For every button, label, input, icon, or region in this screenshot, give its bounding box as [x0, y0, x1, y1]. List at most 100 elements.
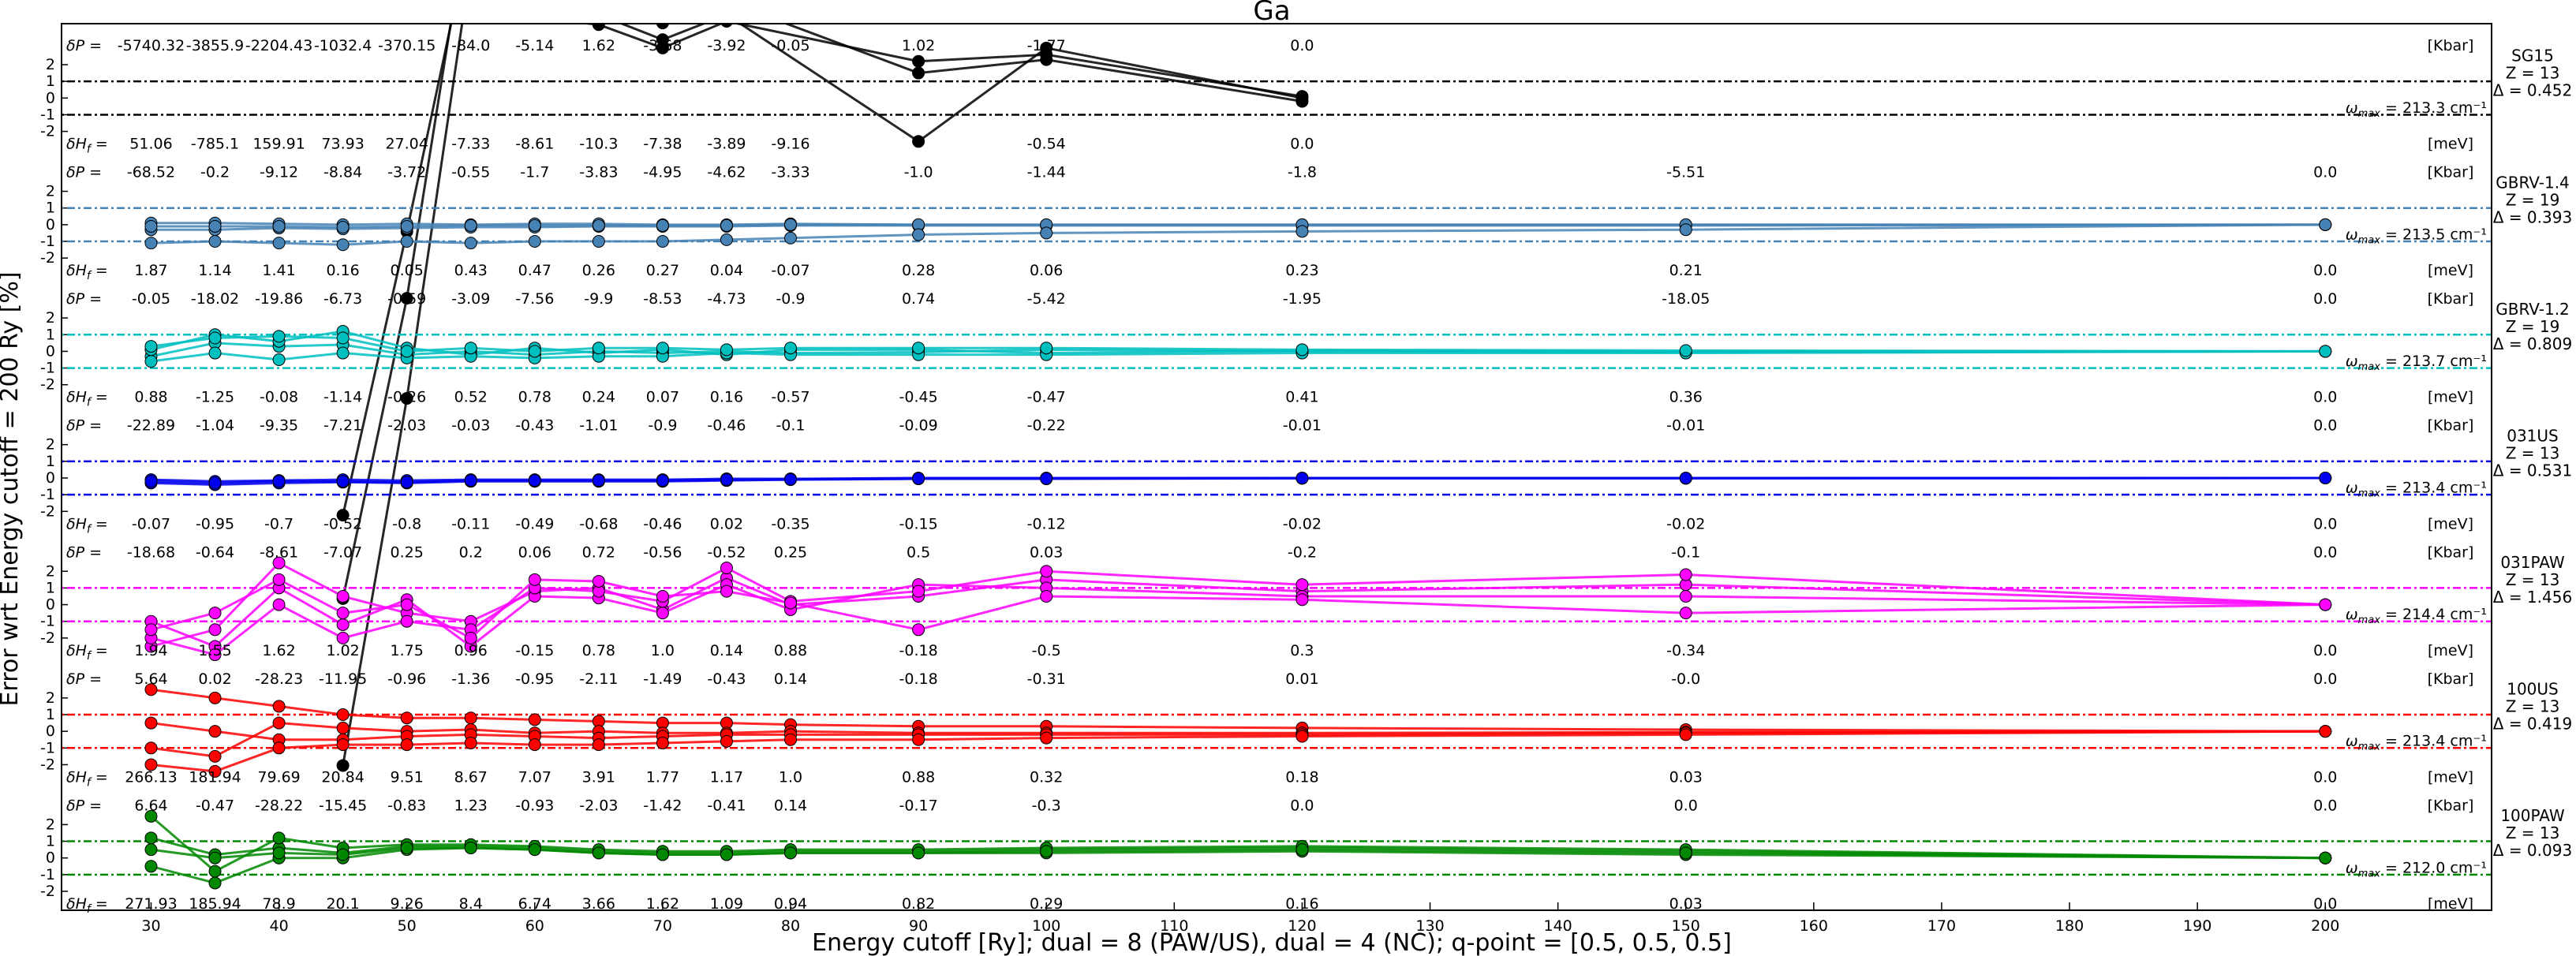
dh-value: 1.77 — [646, 768, 679, 786]
data-point — [464, 711, 477, 725]
dp-value: -0.05 — [771, 37, 809, 54]
data-point — [1295, 472, 1309, 485]
dp-value: 0.01 — [1285, 670, 1318, 688]
data-point — [144, 716, 158, 730]
dh-value: -0.57 — [771, 389, 809, 406]
dh-value: 185.94 — [189, 895, 241, 913]
data-point — [2319, 218, 2332, 231]
panel-031us: 210-1-2 δP = -22.89 -1.04 -9.35 -7.21 -2.03 -0.… — [40, 417, 2572, 536]
data-point — [528, 345, 541, 358]
x-tick-label: 40 — [269, 917, 288, 935]
x-tick-label: 120 — [1288, 917, 1316, 935]
data-point — [784, 218, 797, 231]
data-point — [208, 725, 222, 738]
dh-value: 0.0 — [2313, 389, 2337, 406]
series-line — [151, 334, 2326, 353]
dp-value: -0.31 — [1027, 670, 1066, 688]
dh-value: -9.16 — [771, 136, 809, 153]
dp-symbol: δP = — [66, 290, 102, 308]
panel-sg15: 210-1-2δP = -5740.32 -3855.9 -2204.43 -1032.… — [40, 24, 2572, 772]
data-point — [336, 221, 350, 234]
data-point — [272, 219, 286, 233]
data-point — [272, 716, 286, 730]
data-point — [400, 711, 413, 725]
data-point — [336, 475, 350, 488]
dh-value: -0.12 — [1027, 515, 1066, 532]
data-point — [144, 843, 158, 857]
dp-value: -0.47 — [196, 797, 234, 814]
dh-value: 0.0 — [2313, 515, 2337, 532]
band-tick-label: -2 — [40, 249, 55, 267]
data-point — [1295, 90, 1309, 103]
band-tick-label: 2 — [46, 309, 55, 327]
dh-value: 79.69 — [257, 768, 300, 786]
dh-value: 0.78 — [518, 389, 551, 406]
dh-value: 0.27 — [646, 262, 679, 279]
band-tick-label: -2 — [40, 629, 55, 647]
dp-value: -0.3 — [1032, 797, 1061, 814]
band-tick-label: 2 — [46, 56, 55, 73]
dp-value: 0.0 — [2313, 164, 2337, 181]
dp-value: -8.53 — [643, 290, 682, 308]
band-tick-label: 2 — [46, 562, 55, 580]
dh-unit: [meV] — [2428, 136, 2473, 153]
data-point — [400, 476, 413, 489]
data-point — [656, 848, 669, 861]
data-point — [272, 330, 286, 343]
dp-value: -0.64 — [196, 543, 234, 561]
dh-symbol: δHf = — [66, 642, 108, 663]
band-tick-label: -1 — [40, 613, 55, 630]
band-tick-label: 0 — [46, 216, 55, 233]
data-point — [592, 342, 605, 355]
data-point — [144, 741, 158, 755]
band-tick-label: 0 — [46, 723, 55, 740]
pseudo-name: 031US — [2507, 426, 2559, 445]
x-tick-label: 190 — [2183, 917, 2211, 935]
data-point — [656, 342, 669, 355]
dp-value: 0.0 — [2313, 417, 2337, 435]
dp-value: 0.74 — [902, 290, 935, 308]
dh-value: 0.0 — [2313, 642, 2337, 659]
dp-unit: [Kbar] — [2428, 543, 2474, 561]
dp-unit: [Kbar] — [2428, 417, 2474, 435]
data-point — [1040, 589, 1053, 603]
panel-gbrv-1-2: 210-1-2 δP = -0.05 -18.02 -19.86 -6.73 -0.59 -3… — [40, 290, 2572, 409]
pseudo-delta: Δ = 0.393 — [2493, 207, 2572, 226]
data-point — [720, 24, 733, 28]
data-point — [144, 860, 158, 873]
dp-value: -9.35 — [260, 417, 298, 435]
omega-max-label: ωmax = 213.3 cm⁻¹ — [2346, 99, 2487, 120]
dp-value: -18.05 — [1662, 290, 1710, 308]
dh-value: -0.46 — [643, 515, 682, 532]
series-line — [151, 476, 2326, 484]
band-tick-label: 1 — [46, 200, 55, 217]
pseudo-delta: Δ = 1.456 — [2493, 588, 2572, 607]
data-point — [1679, 223, 1692, 237]
dp-value: -0.1 — [776, 417, 805, 435]
dp-value: -0.96 — [387, 670, 426, 688]
dp-value: -0.52 — [707, 543, 746, 561]
data-point — [2319, 472, 2332, 484]
band-tick-label: 0 — [46, 342, 55, 360]
pseudo-delta: Δ = 0.531 — [2493, 461, 2572, 480]
dh-value: 1.55 — [198, 642, 231, 659]
dh-value: -8.61 — [515, 136, 554, 153]
series-line — [151, 561, 2326, 648]
data-point — [400, 392, 413, 405]
dh-value: 159.91 — [252, 136, 305, 153]
data-point — [208, 876, 222, 890]
x-axis: 30 40 50 60 70 80 90 100 110 120 130 140 150 160 170 18… — [141, 902, 2339, 935]
data-point — [784, 342, 797, 355]
dh-value: 27.04 — [385, 136, 428, 153]
data-point — [1295, 730, 1309, 743]
band-tick-label: 2 — [46, 689, 55, 707]
dp-symbol: δP = — [66, 543, 102, 561]
data-point — [144, 683, 158, 696]
data-point — [912, 623, 925, 637]
data-point — [336, 631, 350, 644]
dh-value: 7.07 — [518, 768, 551, 786]
dp-value: 0.0 — [2313, 290, 2337, 308]
pseudo-name: 031PAW — [2500, 553, 2565, 572]
dh-value: 1.0 — [779, 768, 802, 786]
dh-unit: [meV] — [2428, 895, 2473, 913]
